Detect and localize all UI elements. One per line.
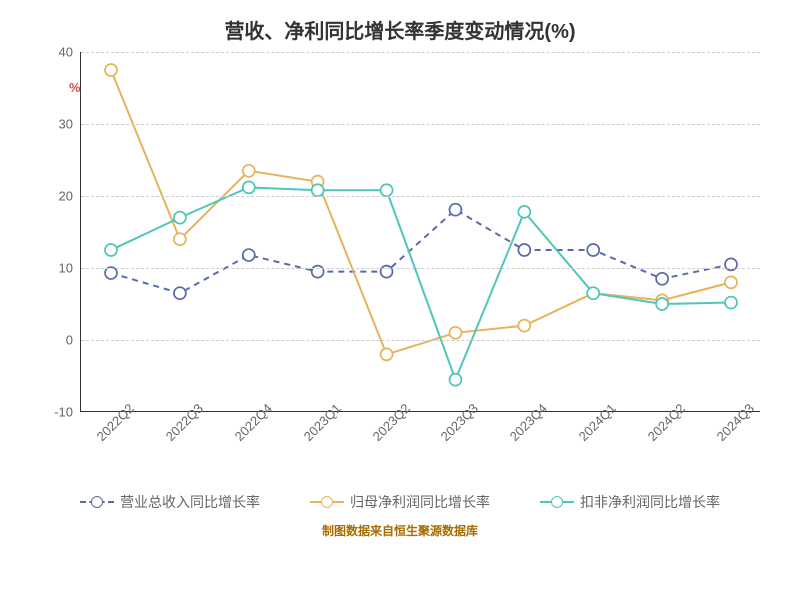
data-marker [725, 276, 737, 288]
data-marker [449, 204, 461, 216]
gridline [81, 340, 760, 341]
series-line [111, 210, 731, 294]
y-tick-label: 10 [59, 261, 81, 276]
data-marker [725, 297, 737, 309]
data-marker [174, 233, 186, 245]
data-marker [381, 184, 393, 196]
series-line [111, 70, 731, 354]
legend-item: 归母净利润同比增长率 [310, 492, 490, 512]
data-marker [656, 273, 668, 285]
chart-footer: 制图数据来自恒生聚源数据库 [40, 522, 760, 539]
y-tick-label: 20 [59, 189, 81, 204]
gridline [81, 124, 760, 125]
data-marker [587, 244, 599, 256]
y-tick-label: 30 [59, 117, 81, 132]
legend-swatch [540, 495, 574, 509]
data-marker [518, 206, 530, 218]
data-marker [656, 298, 668, 310]
gridline [81, 52, 760, 53]
y-tick-label: -10 [54, 405, 81, 420]
legend-item: 营业总收入同比增长率 [80, 492, 260, 512]
data-marker [381, 348, 393, 360]
data-marker [518, 244, 530, 256]
data-marker [105, 64, 117, 76]
plot-area: % -10010203040 [80, 52, 760, 412]
legend-label: 营业总收入同比增长率 [120, 492, 260, 512]
gridline [81, 196, 760, 197]
data-marker [243, 249, 255, 261]
legend-swatch [80, 495, 114, 509]
chart-container: 营收、净利同比增长率季度变动情况(%) % -10010203040 2022Q… [40, 15, 760, 575]
legend-item: 扣非净利润同比增长率 [540, 492, 720, 512]
chart-title: 营收、净利同比增长率季度变动情况(%) [40, 15, 760, 44]
data-marker [243, 165, 255, 177]
y-tick-label: 40 [59, 45, 81, 60]
legend: 营业总收入同比增长率 归母净利润同比增长率 扣非净利润同比增长率 [80, 492, 760, 512]
legend-label: 扣非净利润同比增长率 [580, 492, 720, 512]
y-unit-label: % [69, 80, 81, 95]
data-marker [587, 287, 599, 299]
data-marker [105, 244, 117, 256]
data-marker [174, 212, 186, 224]
data-marker [174, 287, 186, 299]
data-marker [312, 184, 324, 196]
data-marker [518, 320, 530, 332]
legend-label: 归母净利润同比增长率 [350, 492, 490, 512]
data-marker [449, 327, 461, 339]
gridline [81, 268, 760, 269]
data-marker [243, 181, 255, 193]
chart-svg [81, 52, 760, 411]
x-axis-labels: 2022Q22022Q32022Q42023Q12023Q22023Q32023… [80, 412, 760, 492]
y-tick-label: 0 [66, 333, 81, 348]
data-marker [449, 374, 461, 386]
legend-swatch [310, 495, 344, 509]
